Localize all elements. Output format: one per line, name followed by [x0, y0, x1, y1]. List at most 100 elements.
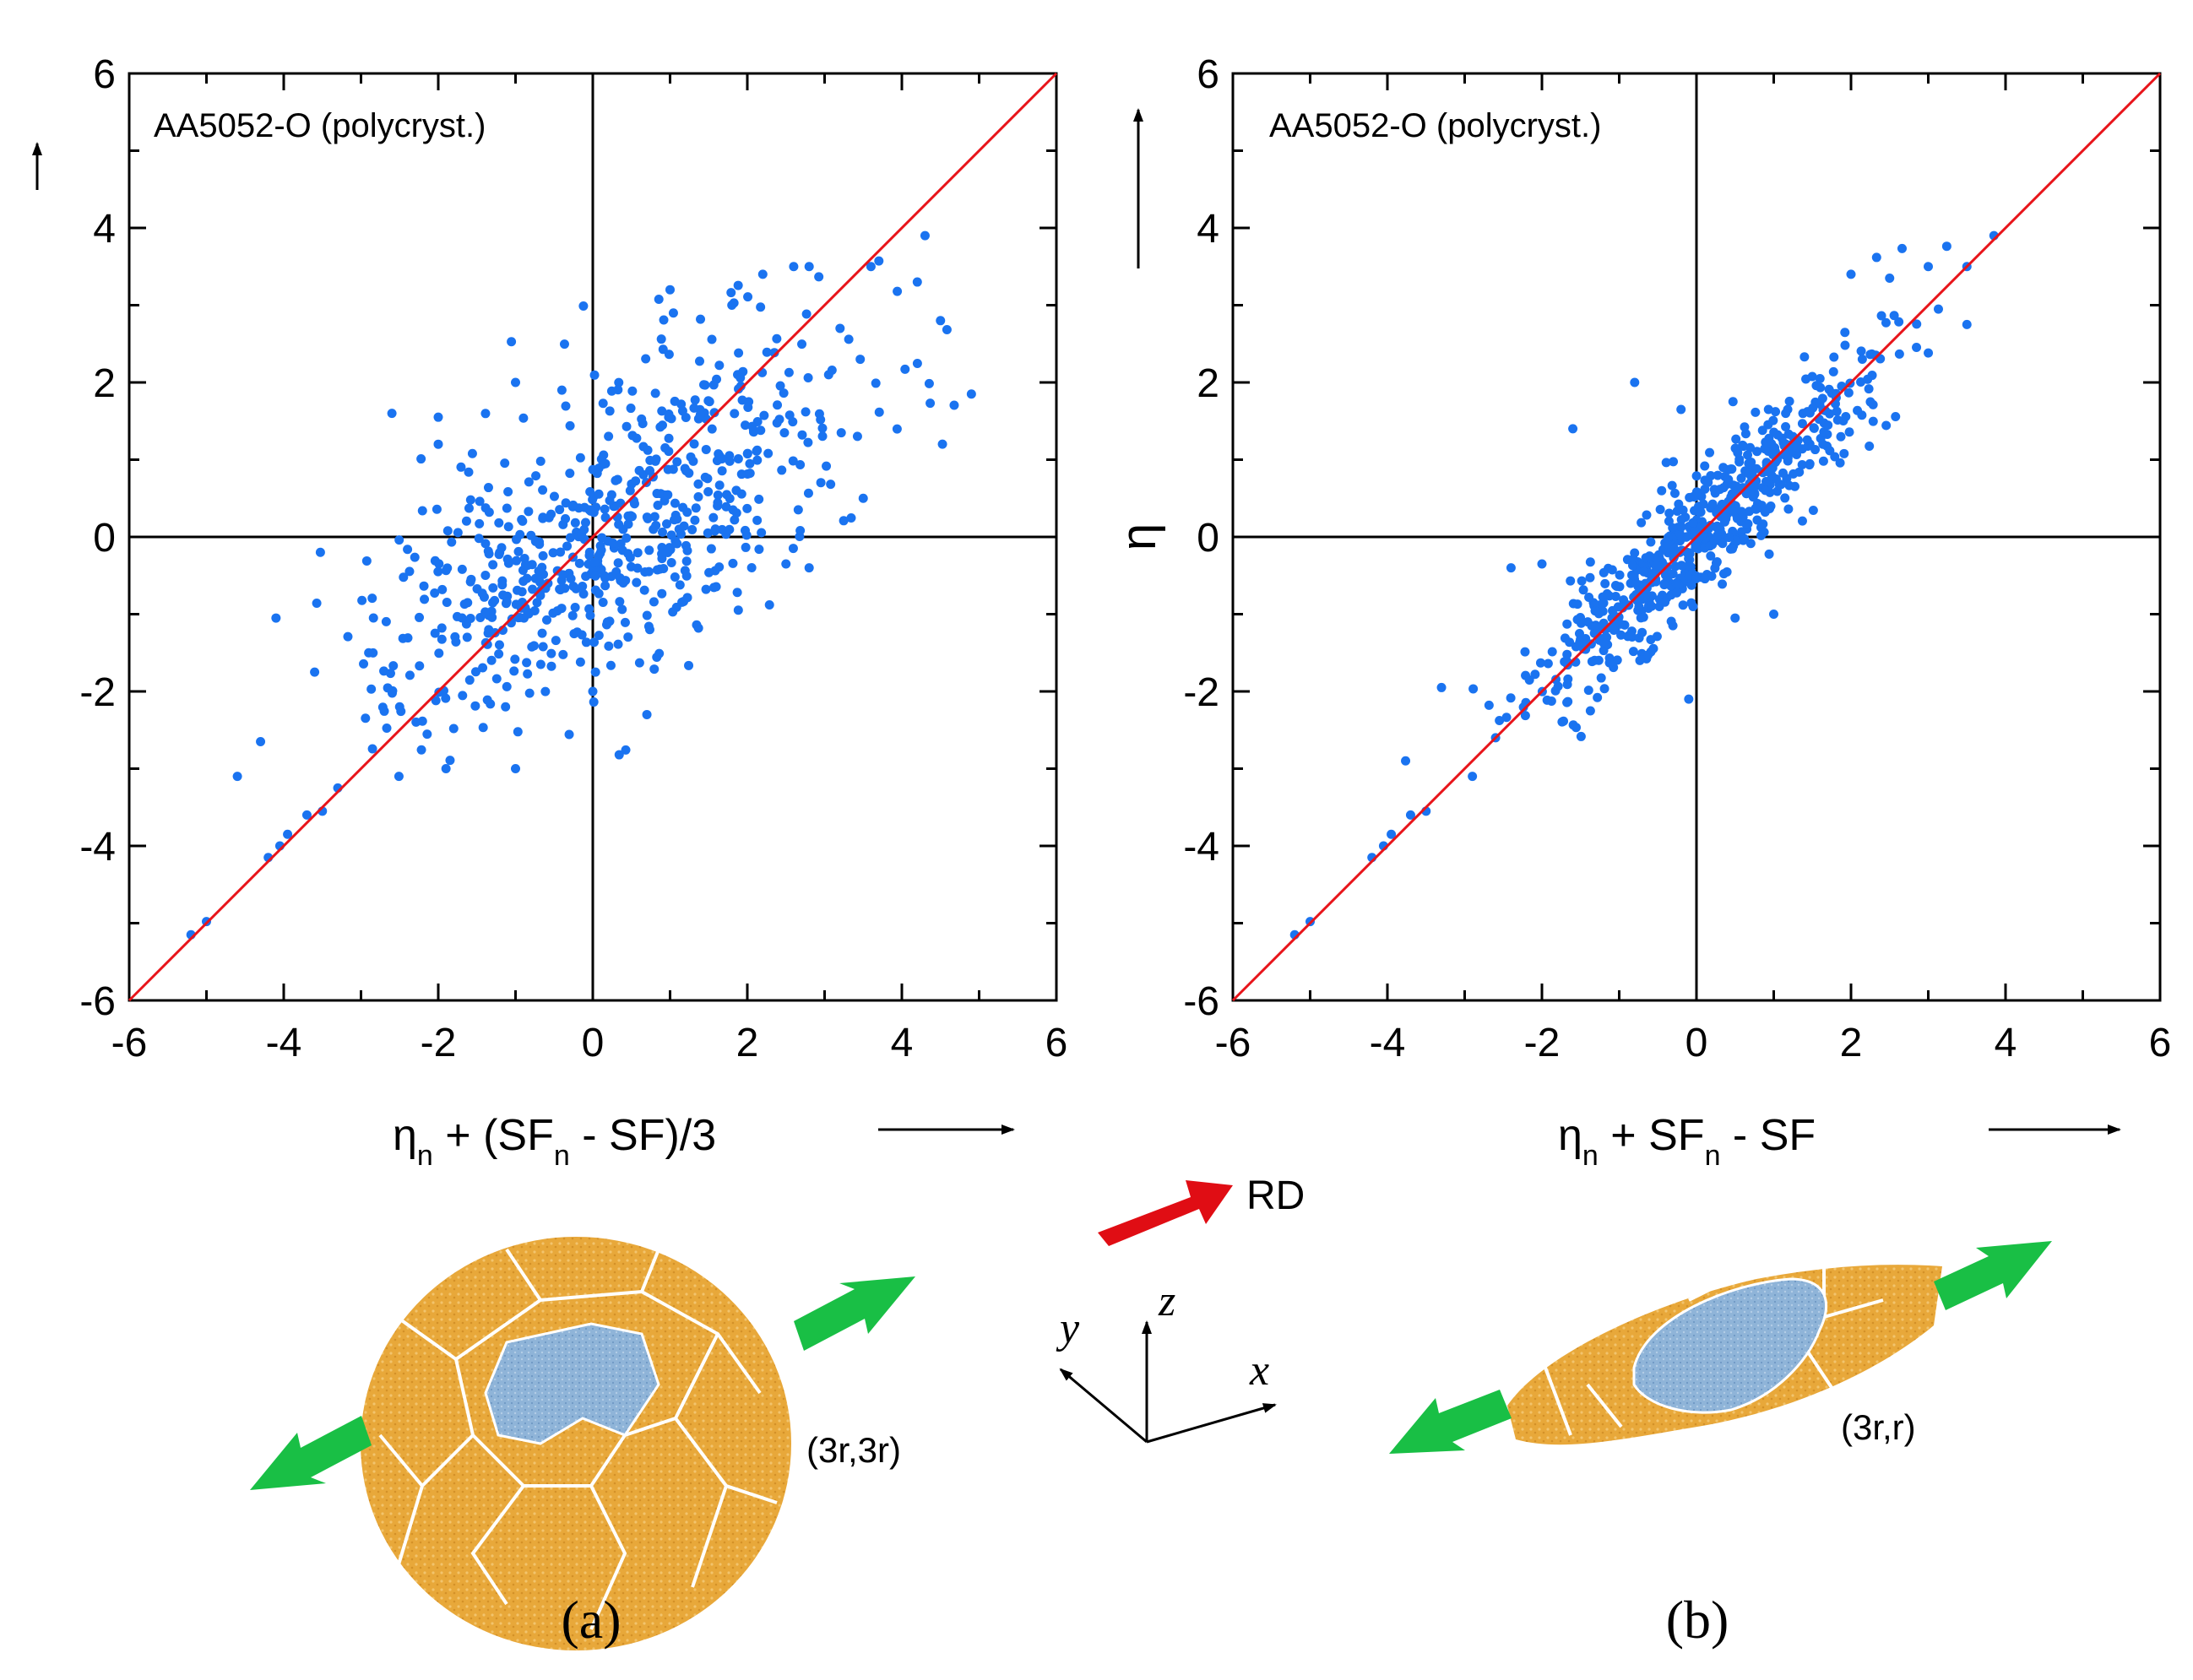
- data-point: [1537, 559, 1547, 569]
- data-point: [1780, 493, 1790, 503]
- data-point: [1568, 424, 1578, 434]
- data-point: [1686, 598, 1696, 608]
- data-point: [709, 408, 719, 418]
- load-arrow-b-right: [1934, 1241, 2052, 1310]
- data-point: [1615, 619, 1626, 629]
- data-point: [641, 354, 651, 364]
- data-point: [524, 507, 534, 517]
- data-point: [490, 595, 500, 605]
- load-arrow-a-left: [250, 1416, 372, 1490]
- data-point: [437, 623, 447, 633]
- data-point: [1501, 713, 1512, 723]
- data-point: [728, 558, 738, 568]
- data-point: [442, 526, 453, 536]
- data-point: [1566, 576, 1576, 586]
- data-point: [657, 420, 667, 431]
- data-point: [1723, 533, 1734, 543]
- data-point: [546, 661, 556, 671]
- data-point: [664, 350, 674, 360]
- data-point: [1401, 756, 1411, 766]
- data-point: [394, 535, 404, 545]
- grain-label-a: (3r,3r): [806, 1430, 901, 1470]
- data-point: [512, 555, 522, 566]
- data-point: [1740, 422, 1750, 432]
- data-point: [532, 598, 542, 608]
- data-point: [1885, 273, 1895, 283]
- data-point: [1628, 561, 1638, 571]
- data-point: [1652, 561, 1662, 571]
- data-point: [604, 641, 614, 651]
- data-point: [558, 649, 568, 659]
- data-point: [546, 648, 556, 658]
- data-point: [1715, 485, 1725, 495]
- data-point: [1857, 354, 1867, 364]
- data-point: [781, 559, 791, 569]
- data-point: [1962, 319, 1972, 329]
- grain-map-b: (3r,r): [1389, 1241, 2052, 1454]
- data-point: [466, 574, 476, 584]
- data-point: [1634, 633, 1644, 643]
- data-point: [1577, 576, 1587, 586]
- data-point: [594, 588, 604, 599]
- data-point: [590, 667, 600, 677]
- data-point: [501, 702, 511, 712]
- data-point: [668, 308, 678, 318]
- data-point: [584, 547, 594, 557]
- data-point: [1624, 630, 1634, 640]
- data-point: [1832, 415, 1843, 425]
- data-point: [675, 580, 685, 590]
- data-point: [1894, 349, 1904, 359]
- data-point: [966, 389, 976, 399]
- data-point: [1643, 650, 1653, 660]
- data-point: [502, 597, 512, 607]
- data-point: [627, 386, 638, 396]
- data-point: [415, 661, 425, 671]
- data-point: [482, 695, 492, 705]
- data-point: [621, 745, 631, 755]
- x-tick-label: 4: [891, 1021, 914, 1065]
- chart-b-ylabel: η: [1111, 523, 1166, 550]
- data-point: [542, 615, 552, 625]
- data-point: [1868, 416, 1878, 426]
- data-point: [1757, 425, 1767, 436]
- data-point: [1832, 406, 1842, 416]
- data-point: [1610, 591, 1620, 601]
- data-point: [1661, 458, 1671, 468]
- data-point: [666, 557, 676, 567]
- data-point: [1876, 311, 1886, 321]
- data-point: [858, 493, 868, 503]
- data-point: [704, 567, 714, 577]
- data-point: [422, 729, 432, 740]
- data-point: [700, 380, 710, 390]
- data-point: [797, 339, 807, 350]
- data-point: [708, 380, 719, 390]
- data-point: [632, 577, 642, 588]
- data-point: [1590, 606, 1600, 616]
- data-point: [524, 688, 535, 698]
- data-point: [893, 286, 903, 296]
- data-point: [900, 364, 910, 374]
- x-tick-label: 2: [1840, 1021, 1863, 1065]
- data-point: [711, 582, 721, 592]
- data-point: [793, 505, 803, 515]
- data-point: [657, 549, 667, 559]
- data-point: [535, 539, 545, 550]
- data-point: [562, 541, 573, 551]
- data-point: [511, 764, 520, 773]
- chart-b-xlabel: ηn + SFn - SF: [1558, 1111, 1816, 1172]
- data-point: [732, 588, 742, 598]
- data-point: [1718, 579, 1728, 589]
- data-point: [672, 539, 682, 549]
- data-point: [745, 469, 755, 479]
- data-point: [475, 518, 485, 528]
- data-point: [734, 348, 744, 358]
- data-point: [660, 443, 670, 453]
- data-point: [484, 549, 494, 559]
- data-point: [377, 702, 388, 713]
- data-point: [788, 456, 798, 466]
- data-point: [1618, 603, 1628, 613]
- data-point: [670, 396, 680, 406]
- data-point: [1571, 723, 1581, 733]
- data-point: [575, 453, 585, 463]
- data-point: [681, 466, 691, 476]
